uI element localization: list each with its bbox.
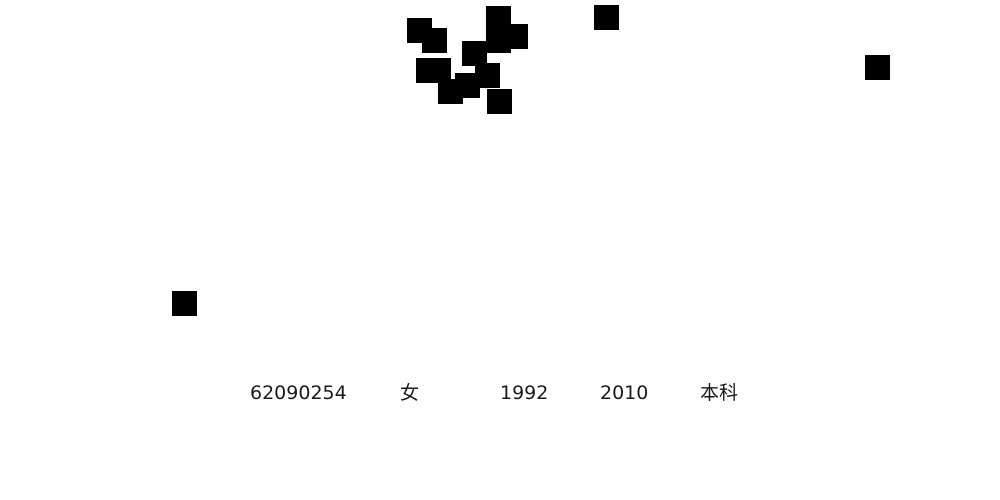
degree: 本科: [700, 382, 739, 404]
redaction-block: [594, 5, 619, 30]
gender: 女: [400, 382, 420, 404]
redaction-block: [172, 291, 197, 316]
student-record-row: 62090254 女 1992 2010 本科: [0, 379, 1000, 407]
redaction-block: [422, 28, 447, 53]
redaction-block: [462, 41, 487, 66]
birth-year: 1992: [500, 382, 549, 404]
redaction-block: [487, 89, 512, 114]
redaction-block: [475, 63, 500, 88]
redaction-block: [865, 55, 890, 80]
redaction-block: [426, 58, 451, 83]
redaction-block: [503, 24, 528, 49]
student-id: 62090254: [250, 382, 347, 404]
entry-year: 2010: [600, 382, 649, 404]
